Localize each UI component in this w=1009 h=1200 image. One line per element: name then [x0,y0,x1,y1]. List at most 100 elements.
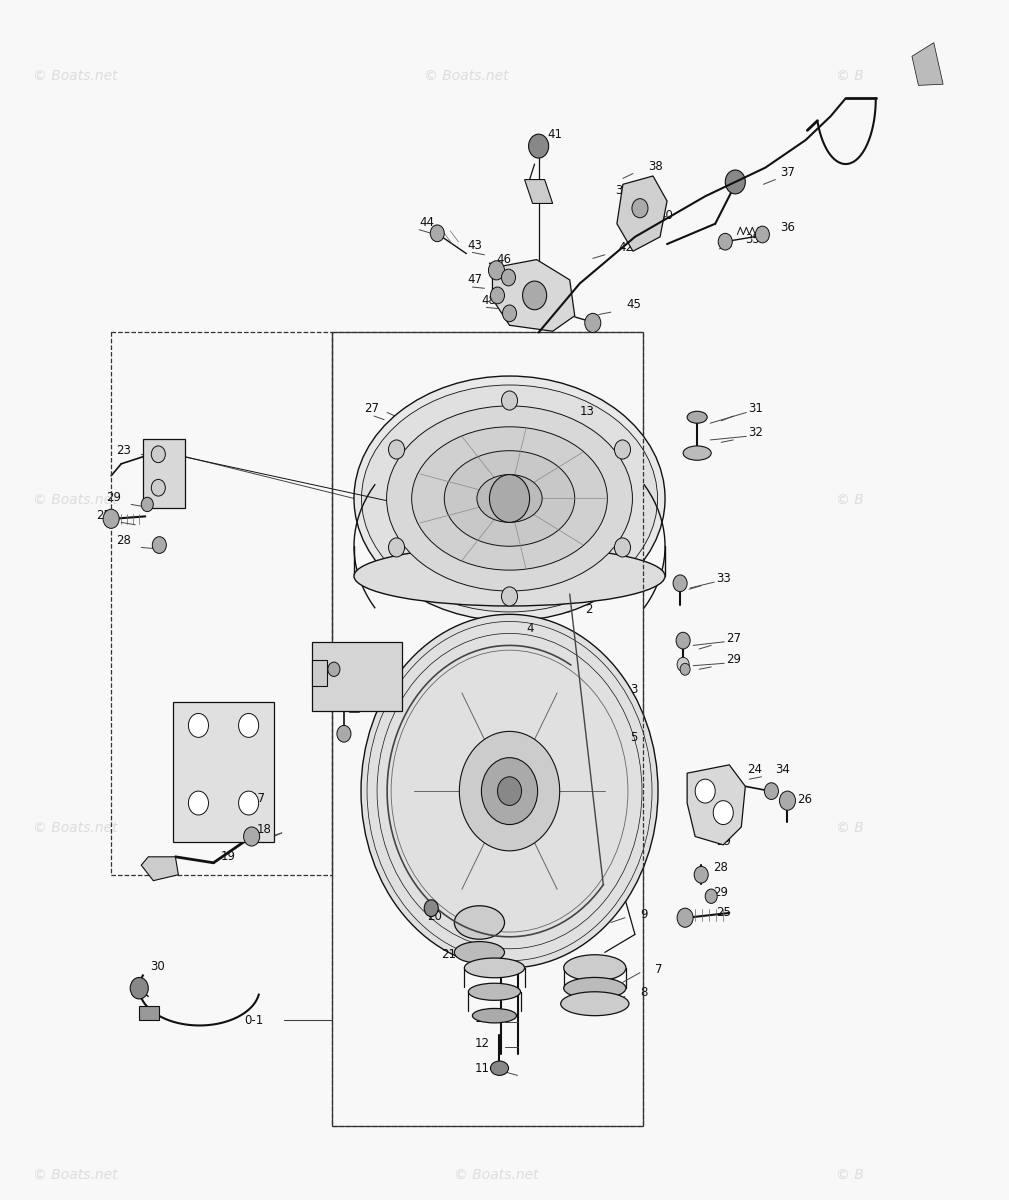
Text: 1: 1 [391,642,400,655]
Circle shape [152,536,166,553]
Text: 37: 37 [780,166,795,179]
Circle shape [632,199,648,217]
Text: © Boats.net: © Boats.net [33,1168,117,1181]
Text: 15: 15 [337,702,352,715]
Text: 2: 2 [585,604,592,616]
Text: 44: 44 [420,216,434,229]
Circle shape [502,305,517,322]
Bar [174,702,273,842]
Ellipse shape [412,427,607,570]
Polygon shape [912,43,943,85]
Text: 27: 27 [726,631,742,644]
Polygon shape [687,764,746,845]
Text: 43: 43 [467,239,482,252]
Text: 11: 11 [474,1062,489,1075]
Text: 13: 13 [580,404,594,418]
Ellipse shape [472,1008,517,1022]
Circle shape [489,474,530,522]
Circle shape [765,782,778,799]
Circle shape [488,260,504,280]
Text: 7: 7 [655,962,663,976]
Text: 35: 35 [746,233,760,246]
Ellipse shape [564,955,626,982]
Text: 26: 26 [797,793,812,806]
Ellipse shape [354,546,665,606]
Text: 12: 12 [474,1037,489,1050]
Text: 21: 21 [441,948,456,961]
Text: © B: © B [835,1168,864,1181]
Ellipse shape [454,906,504,940]
Text: 27: 27 [364,402,379,415]
Text: 29: 29 [713,886,728,899]
Circle shape [189,791,209,815]
Circle shape [238,791,258,815]
Circle shape [725,170,746,194]
Text: 0-1: 0-1 [244,1014,263,1027]
Circle shape [497,776,522,805]
Text: 48: 48 [481,294,496,307]
Circle shape [130,978,148,998]
Text: 10: 10 [474,1012,489,1025]
Circle shape [677,908,693,928]
Circle shape [328,662,340,677]
Circle shape [695,779,715,803]
Text: 20: 20 [428,910,442,923]
Circle shape [238,714,258,737]
Circle shape [388,440,405,460]
Circle shape [490,287,504,304]
Circle shape [529,134,549,158]
Circle shape [680,664,690,676]
Ellipse shape [386,406,633,592]
Text: 34: 34 [776,763,790,776]
Text: 22: 22 [366,678,381,691]
Text: 29: 29 [726,653,742,666]
Ellipse shape [444,451,575,546]
Circle shape [141,497,153,511]
Circle shape [459,731,560,851]
Text: © Boats.net: © Boats.net [33,68,117,83]
Text: 9: 9 [640,907,648,920]
Text: 30: 30 [150,960,165,973]
Circle shape [756,226,770,242]
Text: 49: 49 [515,312,530,325]
Text: 25: 25 [716,906,732,919]
Text: 19: 19 [221,851,235,863]
Text: 45: 45 [626,299,641,312]
Bar [312,660,327,686]
Text: © B: © B [835,821,864,835]
Bar [312,642,403,712]
Circle shape [361,614,658,968]
Text: 29: 29 [106,491,121,504]
Polygon shape [141,857,179,881]
Circle shape [501,391,518,410]
Ellipse shape [683,446,711,461]
Circle shape [337,726,351,742]
Bar [332,332,643,1126]
Bar [332,332,643,1126]
Circle shape [705,889,717,904]
Text: © Boats.net: © Boats.net [33,821,117,835]
Text: 31: 31 [749,402,763,415]
Circle shape [430,224,444,241]
Circle shape [614,538,631,557]
Circle shape [614,440,631,460]
Text: 39: 39 [615,184,630,197]
Circle shape [189,714,209,737]
Text: 46: 46 [496,253,512,266]
Text: 3: 3 [630,683,638,696]
Text: 24: 24 [748,763,763,776]
Ellipse shape [454,942,504,964]
Polygon shape [616,176,667,251]
Text: © Boats.net: © Boats.net [424,68,509,83]
Text: 4: 4 [527,622,534,635]
Text: 28: 28 [713,862,728,874]
Polygon shape [525,180,553,204]
Text: 42: 42 [618,241,633,254]
Circle shape [677,658,689,672]
Ellipse shape [464,958,525,978]
Circle shape [103,509,119,528]
Polygon shape [492,259,575,331]
Bar [143,439,186,508]
Bar [111,332,332,875]
Text: 29: 29 [716,835,732,847]
